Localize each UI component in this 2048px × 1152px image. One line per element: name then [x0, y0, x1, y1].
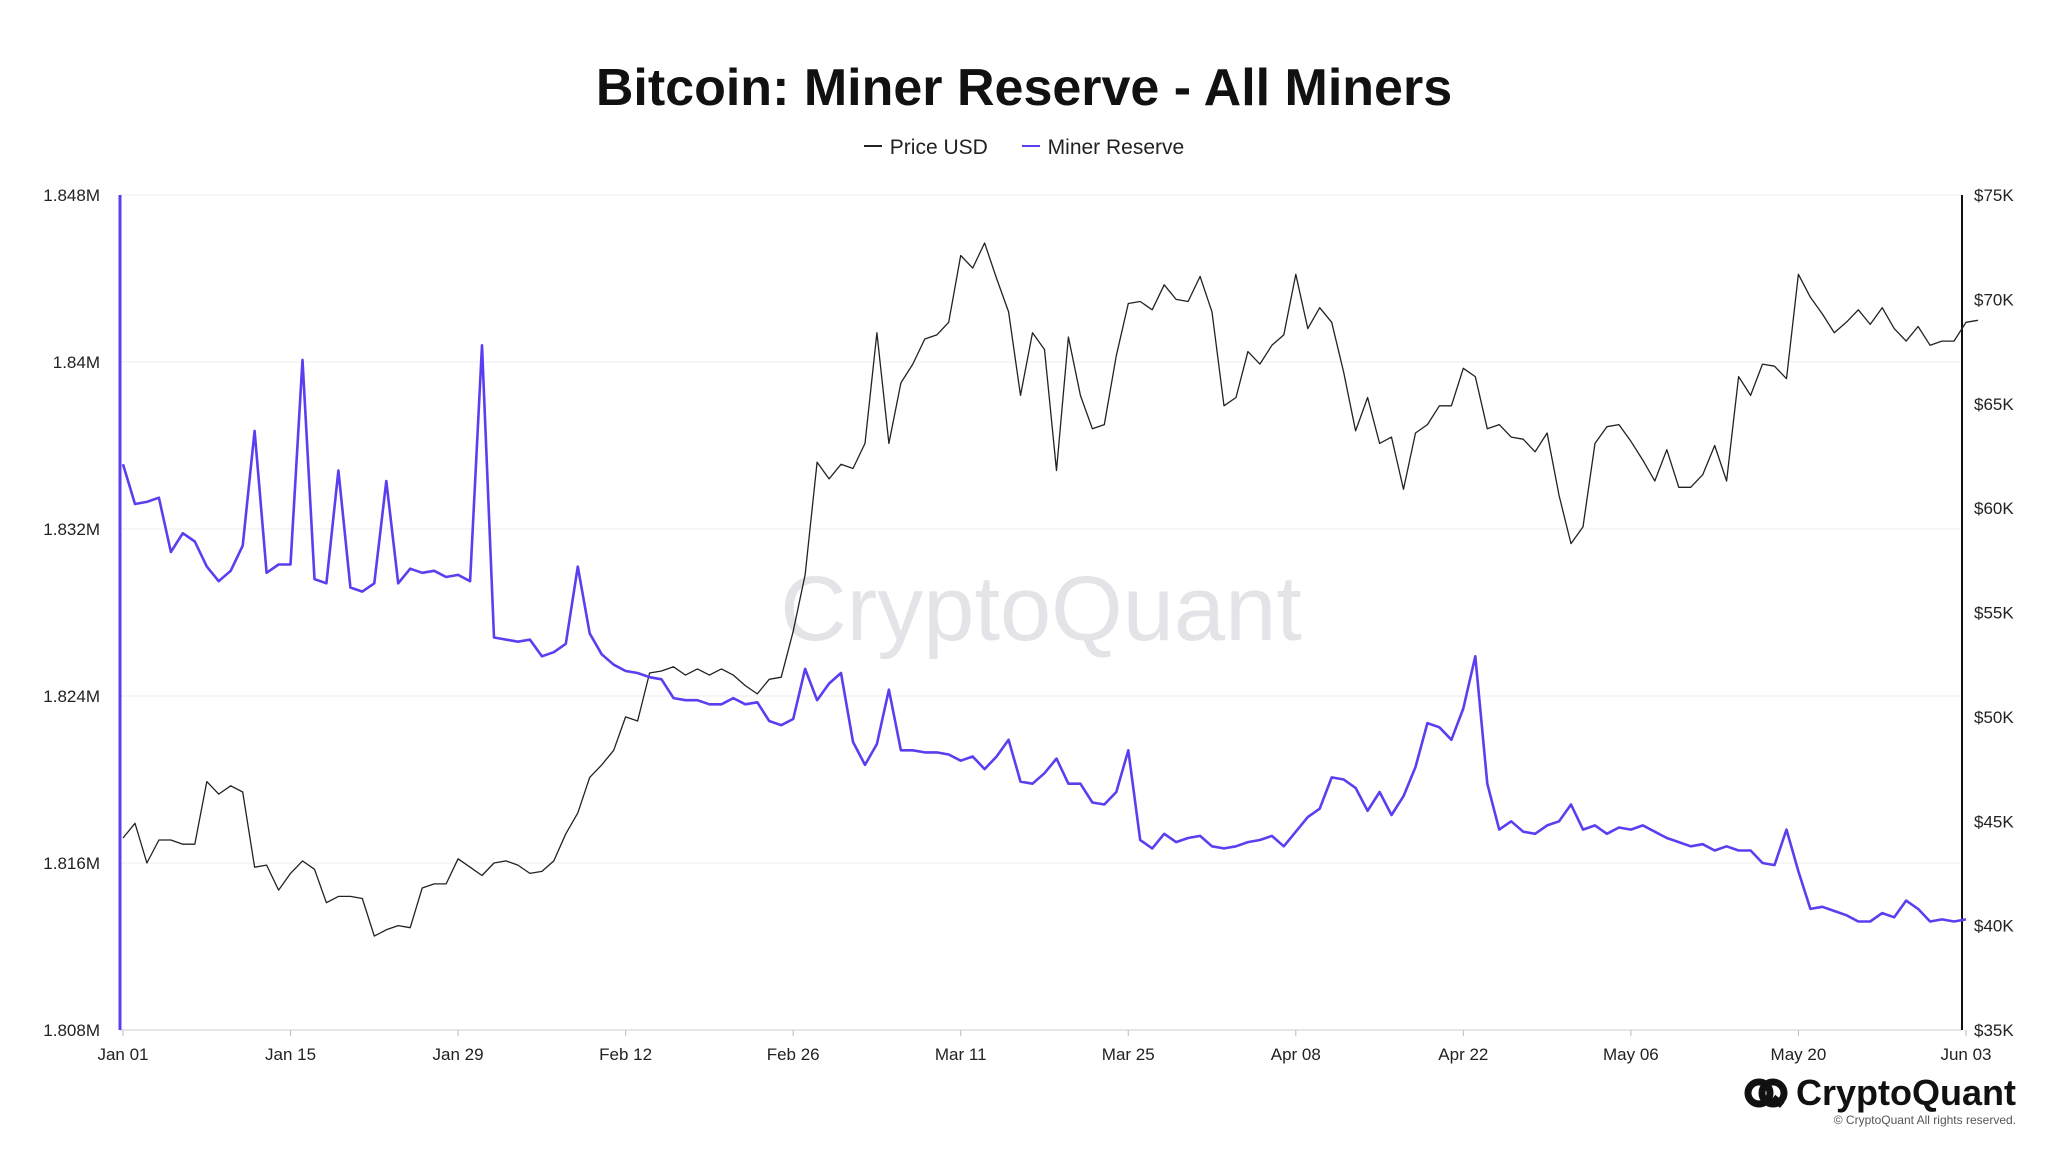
y-left-tick-label: 1.84M: [53, 353, 100, 372]
chart-legend: Price USD Miner Reserve: [0, 136, 2048, 160]
legend-swatch-price-usd: [863, 145, 882, 148]
y-left-tick-label: 1.832M: [43, 520, 100, 539]
brand-name: CryptoQuant: [1796, 1072, 2016, 1113]
y-right-tick-label: $55K: [1974, 604, 2014, 623]
axes: [118, 195, 1967, 1036]
y-right-tick-label: $45K: [1974, 812, 2014, 831]
y-left-tick-label: 1.808M: [43, 1021, 100, 1040]
watermark: CryptoQuant: [780, 558, 1302, 660]
series-line-miner-reserve: [121, 343, 1967, 923]
legend-label-miner-reserve: Miner Reserve: [1047, 136, 1185, 159]
chart-title: Bitcoin: Miner Reserve - All Miners: [595, 59, 1453, 117]
series-lines: [121, 242, 1979, 937]
x-tick-label: Jan 01: [97, 1045, 148, 1064]
legend-label-price-usd: Price USD: [889, 136, 988, 159]
y-right-tick-label: $35K: [1974, 1021, 2014, 1040]
grid-lines: [120, 194, 1962, 1031]
y-right-tick-label: $50K: [1974, 708, 2014, 727]
x-tick-label: Apr 08: [1271, 1045, 1321, 1064]
x-tick-label: Mar 11: [935, 1045, 987, 1064]
y-right-tick-label: $40K: [1974, 917, 2014, 936]
x-tick-label: May 20: [1771, 1045, 1827, 1064]
x-tick-label: Jun 03: [1940, 1045, 1991, 1064]
y-left-tick-label: 1.824M: [43, 687, 100, 706]
x-tick-label: Jan 15: [265, 1045, 316, 1064]
y-right-tick-label: $75K: [1974, 186, 2014, 205]
x-tick-label: May 06: [1603, 1045, 1659, 1064]
y-left-tick-label: 1.848M: [43, 186, 100, 205]
x-tick-label: Apr 22: [1438, 1045, 1488, 1064]
cryptoquant-logo-icon: [1744, 1078, 1788, 1108]
y-left-tick-label: 1.816M: [43, 854, 100, 873]
x-tick-label: Feb 26: [767, 1045, 820, 1064]
brand-logo: CryptoQuant: [1744, 1072, 2016, 1114]
legend-swatch-miner-reserve: [1021, 145, 1040, 148]
legend-item-price-usd[interactable]: Price USD: [863, 136, 988, 160]
series-line-price-usd: [122, 242, 1979, 937]
copyright-text: © CryptoQuant All rights reserved.: [1833, 1113, 2016, 1127]
x-tick-label: Feb 12: [599, 1045, 652, 1064]
y-right-tick-label: $60K: [1974, 499, 2014, 518]
y-right-tick-label: $70K: [1974, 290, 2014, 309]
x-tick-label: Jan 29: [433, 1045, 484, 1064]
tick-labels: 1.808M 1.816M 1.824M 1.832M 1.84M 1.848M $35K $…: [43, 186, 2014, 1064]
x-tick-label: Mar 25: [1102, 1045, 1155, 1064]
legend-item-miner-reserve[interactable]: Miner Reserve: [1021, 136, 1185, 160]
y-right-tick-label: $65K: [1974, 395, 2014, 414]
